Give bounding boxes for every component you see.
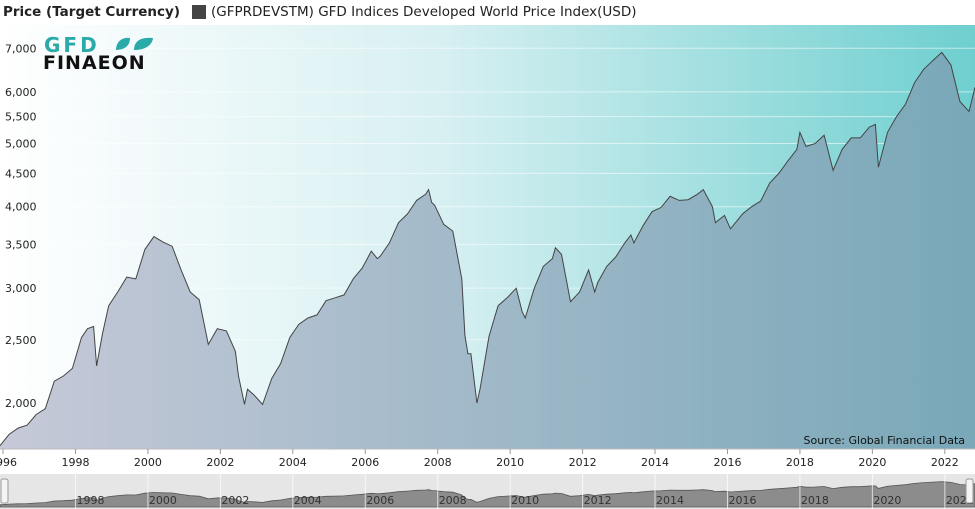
x-tick-label: 1996 xyxy=(0,456,17,469)
x-tick-label: 2016 xyxy=(713,456,741,469)
navigator-handle-left[interactable] xyxy=(0,478,9,504)
navigator-tick-label: 1998 xyxy=(76,494,104,507)
x-tick-label: 2006 xyxy=(351,456,379,469)
logo-text-finaeon: FINAEON xyxy=(43,52,146,74)
navigator[interactable]: 1998 2000 2002 2004 2006 2008 2010 2012 2014 2016… xyxy=(0,474,975,509)
navigator-tick-label: 2000 xyxy=(149,494,177,507)
x-axis: 1996 1998 2000 2002 2004 2006 2008 2010 2012 2014… xyxy=(0,449,959,469)
source-note: Source: Global Financial Data xyxy=(804,434,966,447)
x-tick-label: 1998 xyxy=(61,456,89,469)
x-tick-label: 2020 xyxy=(858,456,886,469)
x-tick-label: 2008 xyxy=(424,456,452,469)
navigator-series-area xyxy=(0,481,975,508)
legend-series-label[interactable]: (GFPRDEVSTM) GFD Indices Developed World… xyxy=(211,4,637,20)
navigator-tick-label: 2004 xyxy=(294,494,322,507)
y-tick-label: 3,500 xyxy=(5,239,37,252)
legend-swatch[interactable] xyxy=(192,5,206,19)
y-tick-label: 3,000 xyxy=(5,282,37,295)
y-tick-label: 2,500 xyxy=(5,334,37,347)
x-tick-label: 2002 xyxy=(206,456,234,469)
gfd-finaeon-logo: GFD FINAEON xyxy=(43,33,153,74)
y-tick-label: 5,500 xyxy=(5,111,37,124)
navigator-tick-label: 2018 xyxy=(801,494,829,507)
navigator-tick-label: 2016 xyxy=(728,494,756,507)
x-tick-label: 2012 xyxy=(569,456,597,469)
y-axis: 2,000 2,500 3,000 3,500 4,000 4,500 5,000 5,500… xyxy=(5,42,37,410)
y-axis-title: Price (Target Currency) xyxy=(3,4,180,20)
x-tick-label: 2010 xyxy=(496,456,524,469)
navigator-tick-label: 2012 xyxy=(584,494,612,507)
y-tick-label: 4,000 xyxy=(5,201,37,214)
x-tick-label: 2004 xyxy=(279,456,307,469)
navigator-axis: 1998 2000 2002 2004 2006 2008 2010 2012 2014 2016… xyxy=(74,474,974,509)
legend: Price (Target Currency) (GFPRDEVSTM) GFD… xyxy=(3,3,637,21)
logo-text-gfd: GFD xyxy=(44,33,100,57)
leaf-icon xyxy=(116,37,130,50)
y-tick-label: 2,000 xyxy=(5,397,37,410)
x-tick-label: 2022 xyxy=(931,456,959,469)
leaf-icon-2 xyxy=(134,37,153,50)
navigator-tick-label: 2010 xyxy=(511,494,539,507)
x-tick-label: 2000 xyxy=(134,456,162,469)
x-tick-label: 2018 xyxy=(786,456,814,469)
y-tick-label: 7,000 xyxy=(5,42,37,55)
navigator-tick-label: 2014 xyxy=(656,494,684,507)
x-tick-label: 2014 xyxy=(641,456,669,469)
navigator-tick-label: 2020 xyxy=(873,494,901,507)
y-tick-label: 5,000 xyxy=(5,138,37,151)
series-line[interactable] xyxy=(0,51,975,447)
y-tick-label: 6,000 xyxy=(5,86,37,99)
navigator-tick-label: 2008 xyxy=(439,494,467,507)
navigator-tick-label: 2002 xyxy=(221,494,249,507)
series-area xyxy=(0,52,975,450)
navigator-handle-right[interactable] xyxy=(965,478,974,504)
y-tick-label: 4,500 xyxy=(5,167,37,180)
navigator-tick-label: 2006 xyxy=(366,494,394,507)
